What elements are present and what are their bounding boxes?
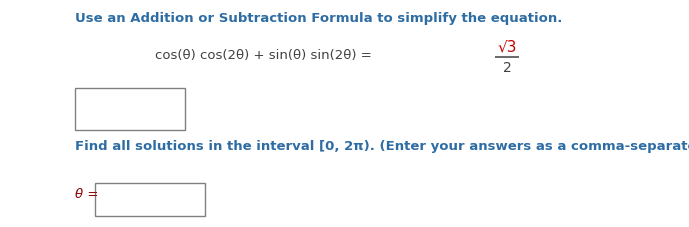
Bar bbox=[95, 183, 205, 216]
Text: cos(θ) cos(2θ) + sin(θ) sin(2θ) =: cos(θ) cos(2θ) + sin(θ) sin(2θ) = bbox=[155, 49, 376, 62]
Text: Use an Addition or Subtraction Formula to simplify the equation.: Use an Addition or Subtraction Formula t… bbox=[75, 12, 562, 25]
Text: 2: 2 bbox=[502, 61, 511, 75]
Text: Find all solutions in the interval [0, 2π). (Enter your answers as a comma-separ: Find all solutions in the interval [0, 2… bbox=[75, 140, 689, 153]
Bar bbox=[75, 88, 185, 130]
Text: θ =: θ = bbox=[75, 188, 99, 202]
Text: √3: √3 bbox=[497, 39, 517, 54]
